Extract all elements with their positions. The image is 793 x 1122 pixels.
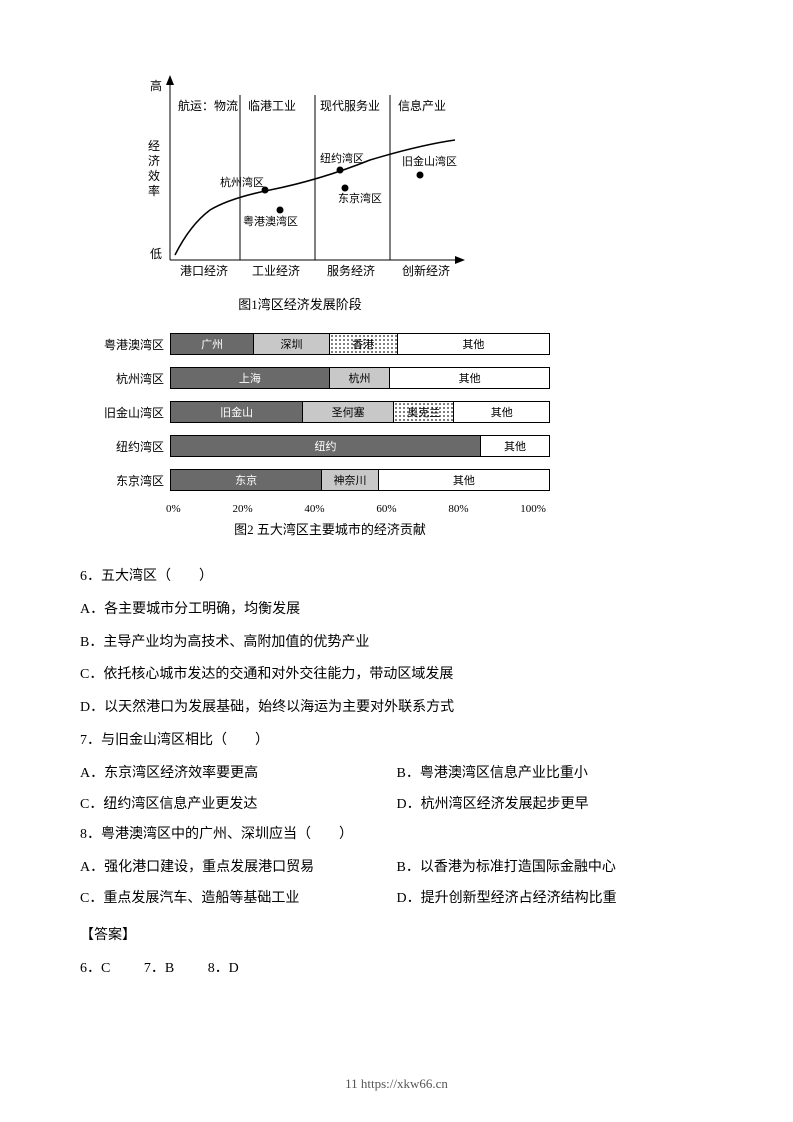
bar-segment: 其他 [481,436,549,456]
questions-block: 6．五大湾区（ ） A．各主要城市分工明确，均衡发展 B．主导产业均为高技术、高… [80,562,713,984]
q7-opt-a: A．东京湾区经济效率要更高 [80,759,397,790]
bar-segment: 其他 [379,470,549,490]
chart1-top-0: 航运：物流 [178,98,238,113]
page-footer: 11 https://xkw66.cn [0,1076,793,1092]
q7-opt-c: C．纽约湾区信息产业更发达 [80,790,397,821]
svg-text:创新经济: 创新经济 [402,263,450,278]
q8-opt-b: B．以香港为标准打造国际金融中心 [397,853,714,884]
chart1-caption: 图1湾区经济发展阶段 [120,294,480,313]
chart2: 粤港澳湾区广州深圳香港其他杭州湾区上海杭州其他旧金山湾区旧金山圣何塞奥克兰其他纽… [90,333,570,491]
axis-tick: 0% [166,503,181,515]
bar-segment: 杭州 [330,368,390,388]
svg-text:港口经济: 港口经济 [180,263,228,278]
bar-segment: 香港 [330,334,398,354]
bar-label: 东京湾区 [90,472,170,489]
q6-opt-b: B．主导产业均为高技术、高附加值的优势产业 [80,628,713,659]
q7-opt-d: D．杭州湾区经济发展起步更早 [397,790,714,821]
bar-segment: 纽约 [171,436,481,456]
svg-text:济: 济 [148,153,160,168]
svg-text:杭州湾区: 杭州湾区 [220,175,264,189]
bar-row-1: 杭州湾区上海杭州其他 [90,367,570,389]
bar-row-0: 粤港澳湾区广州深圳香港其他 [90,333,570,355]
q8-opt-a: A．强化港口建设，重点发展港口贸易 [80,853,397,884]
answer-8: 8．D [208,961,239,976]
svg-text:纽约湾区: 纽约湾区 [320,151,364,165]
chart2-axis: 0% 20% 40% 60% 80% 100% [166,503,546,515]
svg-text:旧金山湾区: 旧金山湾区 [402,154,457,168]
bar-segment: 其他 [398,334,549,354]
svg-text:东京湾区: 东京湾区 [338,191,382,205]
svg-text:工业经济: 工业经济 [252,263,300,278]
q8-opt-d: D．提升创新型经济占经济结构比重 [397,884,714,915]
axis-tick: 40% [304,503,324,515]
svg-text:服务经济: 服务经济 [327,263,375,278]
svg-text:高: 高 [150,78,162,93]
q8-stem: 8．粤港澳湾区中的广州、深圳应当（ ） [80,820,713,851]
bar-segment: 深圳 [254,334,330,354]
axis-tick: 20% [232,503,252,515]
answer-label: 【答案】 [80,921,713,952]
q6-stem: 6．五大湾区（ ） [80,562,713,593]
bar-segment: 旧金山 [171,402,303,422]
bar-segment: 上海 [171,368,330,388]
axis-tick: 60% [376,503,396,515]
svg-text:率: 率 [148,183,160,198]
svg-text:经: 经 [148,139,160,153]
q8-opt-c: C．重点发展汽车、造船等基础工业 [80,884,397,915]
q6-opt-d: D．以天然港口为发展基础，始终以海运为主要对外联系方式 [80,693,713,724]
bar: 东京神奈川其他 [170,469,550,491]
q6-opt-c: C．依托核心城市发达的交通和对外交往能力，带动区域发展 [80,660,713,691]
bar-label: 粤港澳湾区 [90,336,170,353]
bar-label: 杭州湾区 [90,370,170,387]
chart2-caption: 图2 五大湾区主要城市的经济贡献 [90,519,570,538]
bar: 纽约其他 [170,435,550,457]
bar-segment: 神奈川 [322,470,379,490]
bar-segment: 广州 [171,334,254,354]
q8-options: A．强化港口建设，重点发展港口贸易 B．以香港为标准打造国际金融中心 C．重点发… [80,853,713,915]
bar: 旧金山圣何塞奥克兰其他 [170,401,550,423]
q7-options: A．东京湾区经济效率要更高 B．粤港澳湾区信息产业比重小 C．纽约湾区信息产业更… [80,759,713,821]
bar-segment: 奥克兰 [394,402,454,422]
bar-segment: 圣何塞 [303,402,394,422]
answer-6: 6．C [80,961,110,976]
q6-opt-a: A．各主要城市分工明确，均衡发展 [80,595,713,626]
q7-stem: 7．与旧金山湾区相比（ ） [80,726,713,757]
bar-label: 纽约湾区 [90,438,170,455]
answers: 6．C 7．B 8．D [80,954,713,985]
bar-segment: 其他 [390,368,549,388]
chart1-top-2: 现代服务业 [320,98,380,113]
bar-label: 旧金山湾区 [90,404,170,421]
svg-text:低: 低 [150,247,162,261]
bar: 广州深圳香港其他 [170,333,550,355]
bar-row-2: 旧金山湾区旧金山圣何塞奥克兰其他 [90,401,570,423]
chart1: 航运：物流 临港工业 现代服务业 信息产业 杭州湾区 粤港澳湾区 纽约湾区 东京… [120,60,480,290]
bar-row-3: 纽约湾区纽约其他 [90,435,570,457]
chart1-svg: 航运：物流 临港工业 现代服务业 信息产业 杭州湾区 粤港澳湾区 纽约湾区 东京… [120,60,480,290]
axis-tick: 80% [448,503,468,515]
bar-segment: 其他 [454,402,549,422]
answer-7: 7．B [144,961,174,976]
bar: 上海杭州其他 [170,367,550,389]
svg-text:效: 效 [148,168,160,183]
chart1-top-3: 信息产业 [398,98,446,113]
svg-text:粤港澳湾区: 粤港澳湾区 [243,214,298,228]
bar-row-4: 东京湾区东京神奈川其他 [90,469,570,491]
q7-opt-b: B．粤港澳湾区信息产业比重小 [397,759,714,790]
chart1-top-1: 临港工业 [248,99,296,113]
axis-tick: 100% [520,503,546,515]
bar-segment: 东京 [171,470,322,490]
